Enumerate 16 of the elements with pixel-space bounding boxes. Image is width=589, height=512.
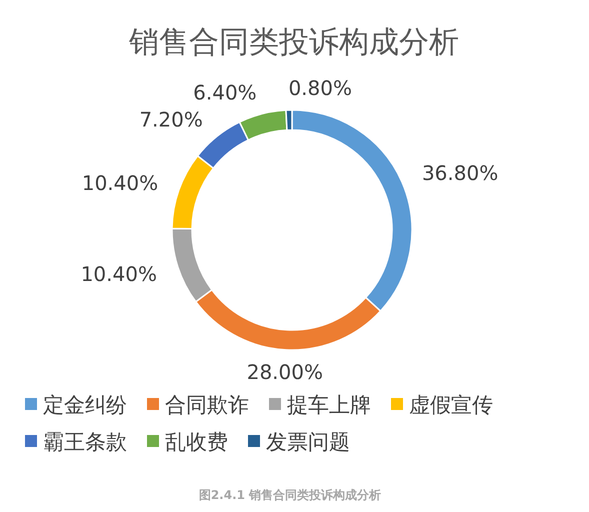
caption: 图2.4.1 销售合同类投诉构成分析 (198, 488, 382, 502)
legend-label: 霸王条款 (43, 430, 127, 454)
legend-label: 定金纠纷 (43, 393, 127, 417)
legend-label: 合同欺诈 (165, 393, 249, 417)
data-label: 6.40% (193, 80, 257, 104)
chart-title: 销售合同类投诉构成分析 (128, 25, 459, 60)
legend-label: 虚假宣传 (409, 393, 493, 417)
legend-label: 乱收费 (165, 430, 228, 454)
data-label: 10.40% (82, 170, 158, 195)
data-label: 28.00% (246, 360, 323, 384)
data-label: 0.80% (288, 76, 352, 100)
legend-label: 发票问题 (266, 430, 350, 454)
data-label: 7.20% (139, 107, 203, 132)
data-label: 36.80% (422, 160, 498, 185)
legend-label: 提车上牌 (287, 393, 371, 417)
data-label: 10.40% (80, 262, 157, 286)
